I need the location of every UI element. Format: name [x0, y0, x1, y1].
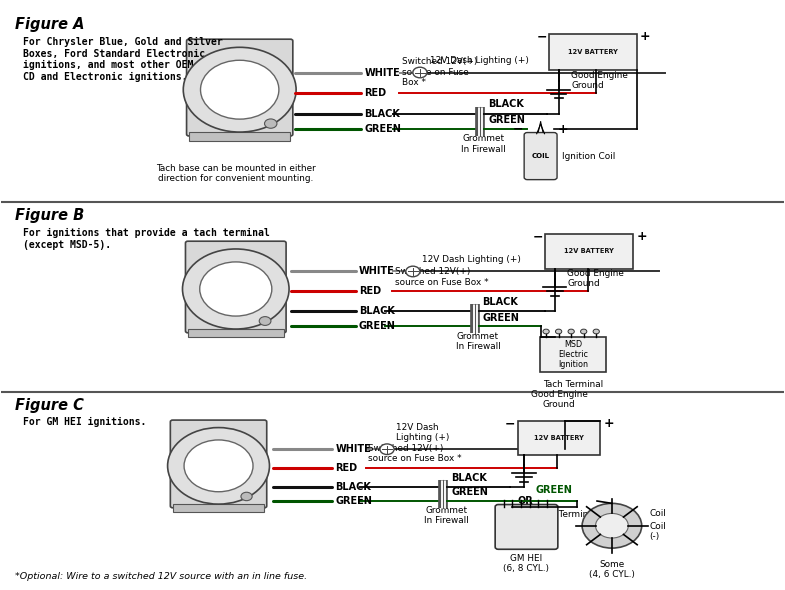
Text: GREEN: GREEN [536, 485, 573, 495]
FancyBboxPatch shape [187, 39, 293, 136]
Circle shape [200, 60, 279, 119]
Bar [173, 504, 265, 512]
Circle shape [581, 329, 587, 334]
Text: −: − [505, 417, 516, 431]
Text: 12V BATTERY: 12V BATTERY [568, 49, 618, 55]
Circle shape [413, 67, 427, 78]
Text: WHITE: WHITE [364, 67, 400, 77]
Text: RED: RED [359, 287, 381, 296]
FancyBboxPatch shape [185, 241, 286, 333]
Text: GM HEI
(6, 8 CYL.): GM HEI (6, 8 CYL.) [503, 554, 550, 573]
Text: Good Engine
Ground: Good Engine Ground [531, 390, 587, 409]
Bar [518, 421, 601, 455]
Bar [540, 337, 607, 372]
Text: Tach base can be mounted in either
direction for convenient mounting.: Tach base can be mounted in either direc… [156, 164, 316, 183]
Text: BLACK: BLACK [335, 482, 371, 492]
Text: WHITE: WHITE [359, 267, 395, 277]
Text: Good Engine
Ground: Good Engine Ground [571, 71, 628, 90]
Text: RED: RED [364, 88, 386, 98]
Text: For ignitions that provide a tach terminal
(except MSD-5).: For ignitions that provide a tach termin… [23, 228, 269, 250]
Text: Grommet
In Firewall: Grommet In Firewall [461, 135, 506, 154]
Text: GREEN: GREEN [359, 321, 396, 331]
Text: For Chrysler Blue, Gold and Silver
Boxes, Ford Standard Electronic
ignitions, an: For Chrysler Blue, Gold and Silver Boxes… [23, 37, 252, 82]
Text: −: − [536, 30, 547, 43]
Circle shape [556, 329, 562, 334]
FancyBboxPatch shape [495, 504, 558, 549]
Text: Good Engine
Ground: Good Engine Ground [568, 269, 624, 289]
Text: Coil
(-): Coil (-) [649, 522, 666, 541]
Text: Ignition Coil: Ignition Coil [562, 152, 615, 160]
Circle shape [265, 119, 277, 128]
Text: MSD
Electric
Ignition: MSD Electric Ignition [558, 340, 588, 369]
Text: BLACK: BLACK [364, 109, 400, 119]
Text: BLACK: BLACK [488, 99, 524, 109]
Circle shape [380, 444, 394, 454]
Text: 12V BATTERY: 12V BATTERY [534, 435, 584, 441]
Text: GREEN: GREEN [364, 124, 401, 134]
Circle shape [199, 262, 272, 316]
Text: GREEN: GREEN [335, 496, 372, 506]
Text: +: + [636, 230, 647, 243]
Circle shape [596, 513, 628, 538]
Text: COIL: COIL [531, 153, 550, 159]
Text: GREEN: GREEN [451, 487, 488, 497]
Circle shape [183, 47, 296, 132]
Text: GREEN: GREEN [483, 313, 520, 323]
Circle shape [543, 329, 549, 334]
Text: *Optional: Wire to a switched 12V source with an in line fuse.: *Optional: Wire to a switched 12V source… [15, 572, 307, 581]
Text: BLACK: BLACK [483, 297, 518, 307]
Text: 12V Dash Lighting (+): 12V Dash Lighting (+) [422, 255, 521, 264]
Text: +: + [604, 417, 614, 431]
Text: Figure C: Figure C [15, 398, 84, 413]
Text: RED: RED [335, 463, 357, 473]
Circle shape [406, 266, 420, 277]
Circle shape [241, 492, 252, 501]
Circle shape [182, 249, 289, 329]
Text: Tach Terminal: Tach Terminal [536, 510, 596, 519]
Circle shape [168, 428, 269, 504]
Text: +: + [640, 30, 651, 43]
Text: Figure B: Figure B [15, 208, 84, 223]
Text: Tach Terminal: Tach Terminal [543, 380, 603, 389]
Text: For GM HEI ignitions.: For GM HEI ignitions. [23, 418, 146, 428]
Text: 12V Dash Lighting (+): 12V Dash Lighting (+) [430, 57, 529, 65]
Text: Grommet
In Firewall: Grommet In Firewall [424, 506, 469, 525]
Circle shape [582, 503, 641, 548]
Text: Some
(4, 6 CYL.): Some (4, 6 CYL.) [589, 560, 635, 579]
Text: Switched 12V(+)
source on Fuse Box *: Switched 12V(+) source on Fuse Box * [368, 444, 462, 463]
Text: 12V Dash
Lighting (+): 12V Dash Lighting (+) [396, 423, 450, 442]
Bar [550, 34, 637, 70]
Text: BLACK: BLACK [359, 306, 395, 316]
Bar [188, 329, 283, 337]
Text: −: − [532, 230, 543, 243]
Text: −: − [513, 123, 524, 136]
Text: Switched 12V(+)
source on Fuse Box *: Switched 12V(+) source on Fuse Box * [395, 267, 488, 287]
Circle shape [259, 317, 271, 326]
Circle shape [568, 329, 575, 334]
Text: +: + [558, 123, 568, 136]
Text: Figure A: Figure A [15, 17, 84, 32]
Text: Switched 12V(+)
source on Fuse
Box *: Switched 12V(+) source on Fuse Box * [402, 57, 477, 87]
Bar [546, 234, 633, 269]
FancyBboxPatch shape [524, 133, 557, 179]
Text: OR: OR [517, 496, 533, 506]
Text: Grommet
In Firewall: Grommet In Firewall [455, 332, 500, 351]
FancyBboxPatch shape [170, 420, 267, 508]
Circle shape [184, 440, 253, 491]
Text: 12V BATTERY: 12V BATTERY [564, 248, 614, 254]
Text: WHITE: WHITE [335, 444, 371, 454]
Circle shape [593, 329, 600, 334]
Text: GREEN: GREEN [488, 116, 525, 126]
Text: Coil: Coil [649, 509, 666, 519]
Bar [189, 132, 290, 140]
Text: BLACK: BLACK [451, 473, 487, 483]
